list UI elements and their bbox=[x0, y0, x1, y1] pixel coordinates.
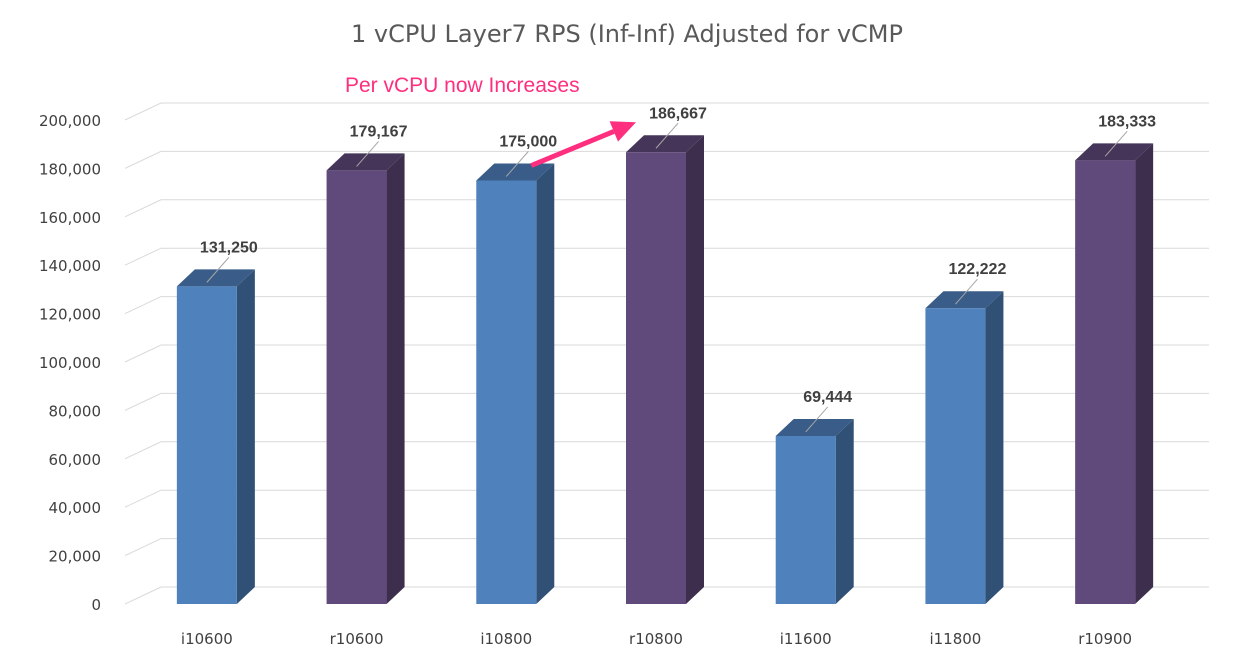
bar-side bbox=[536, 163, 555, 604]
bar bbox=[176, 269, 255, 604]
bars bbox=[176, 135, 1154, 604]
bar bbox=[326, 153, 405, 604]
chart-title: 1 vCPU Layer7 RPS (Inf-Inf) Adjusted for… bbox=[351, 20, 903, 48]
y-tick-label: 180,000 bbox=[39, 160, 101, 178]
leader-line bbox=[1104, 131, 1128, 157]
leader-line bbox=[655, 122, 679, 149]
y-tick-label: 80,000 bbox=[49, 402, 102, 420]
grid bbox=[124, 102, 1209, 605]
x-tick-label: r10900 bbox=[1078, 630, 1132, 648]
x-tick-label: r10600 bbox=[330, 630, 384, 648]
x-tick-label: i10600 bbox=[181, 630, 233, 648]
leader-line bbox=[805, 406, 829, 433]
x-tick-label: i11600 bbox=[780, 630, 832, 648]
bar-front bbox=[775, 435, 836, 604]
gridline bbox=[124, 392, 1209, 411]
bar-front bbox=[326, 170, 387, 604]
bar-side bbox=[686, 135, 704, 604]
bar-side bbox=[835, 418, 854, 604]
annotation-arrow-head bbox=[609, 121, 636, 142]
bar-side bbox=[985, 291, 1004, 604]
y-axis: 0 20,000 40,000 60,000 80,000 100,000 120,000 1… bbox=[39, 112, 101, 614]
bar-side bbox=[236, 269, 255, 604]
leader-line bbox=[955, 278, 978, 305]
data-labels: 131,250 179,167 175,000 186,667 69,444 122,22… bbox=[200, 105, 1156, 433]
bar bbox=[626, 135, 704, 604]
gridline bbox=[124, 538, 1209, 557]
y-tick-label: 120,000 bbox=[39, 306, 101, 324]
annotation: Per vCPU now Increases bbox=[345, 74, 636, 168]
y-tick-label: 60,000 bbox=[49, 451, 102, 469]
bar-front bbox=[626, 152, 686, 604]
x-axis: i10600 r10600 i10800 r10800 i11600 i11800 r109… bbox=[181, 630, 1132, 648]
gridline bbox=[124, 296, 1209, 315]
y-tick-label: 100,000 bbox=[39, 354, 101, 372]
bar-top bbox=[326, 153, 405, 171]
leader-line bbox=[505, 151, 529, 177]
y-tick-label: 140,000 bbox=[39, 257, 101, 275]
data-label: 183,333 bbox=[1098, 113, 1156, 130]
gridline bbox=[124, 344, 1209, 363]
bar-top bbox=[1075, 143, 1154, 161]
bar-front bbox=[925, 308, 986, 604]
bar-front bbox=[1075, 160, 1136, 604]
gridline bbox=[124, 586, 1209, 605]
bar bbox=[925, 291, 1004, 604]
data-label: 69,444 bbox=[803, 389, 852, 406]
gridline bbox=[124, 247, 1209, 266]
bar bbox=[775, 418, 854, 604]
bar-top bbox=[925, 291, 1004, 309]
x-tick-label: i11800 bbox=[929, 630, 981, 648]
y-tick-label: 40,000 bbox=[49, 499, 102, 517]
y-tick-label: 200,000 bbox=[39, 112, 101, 130]
data-label: 186,667 bbox=[649, 105, 707, 122]
leader-line bbox=[206, 257, 230, 283]
leader-line bbox=[356, 141, 379, 167]
bar-front bbox=[176, 286, 237, 604]
y-tick-label: 160,000 bbox=[39, 209, 101, 227]
bar-top bbox=[775, 418, 854, 436]
y-tick-label: 20,000 bbox=[49, 548, 102, 566]
annotation-arrow-shaft bbox=[530, 129, 615, 168]
bar-top bbox=[626, 135, 704, 153]
bar bbox=[476, 163, 555, 604]
gridline bbox=[124, 489, 1209, 508]
annotation-text: Per vCPU now Increases bbox=[345, 74, 580, 97]
bar-side bbox=[386, 153, 405, 604]
data-label: 131,250 bbox=[200, 239, 258, 256]
gridline bbox=[124, 441, 1209, 460]
bar-front bbox=[476, 180, 537, 604]
y-tick-label: 0 bbox=[91, 596, 101, 614]
data-label: 179,167 bbox=[350, 123, 408, 140]
gridline bbox=[124, 199, 1209, 218]
x-tick-label: i10800 bbox=[480, 630, 532, 648]
data-label: 122,222 bbox=[949, 261, 1007, 278]
bar-top bbox=[476, 163, 555, 181]
data-label: 175,000 bbox=[499, 134, 557, 151]
bar-side bbox=[1135, 143, 1154, 604]
x-tick-label: r10800 bbox=[629, 630, 683, 648]
bar-top bbox=[176, 269, 255, 287]
gridline bbox=[124, 102, 1209, 121]
bar bbox=[1075, 143, 1154, 604]
gridline bbox=[124, 150, 1209, 169]
